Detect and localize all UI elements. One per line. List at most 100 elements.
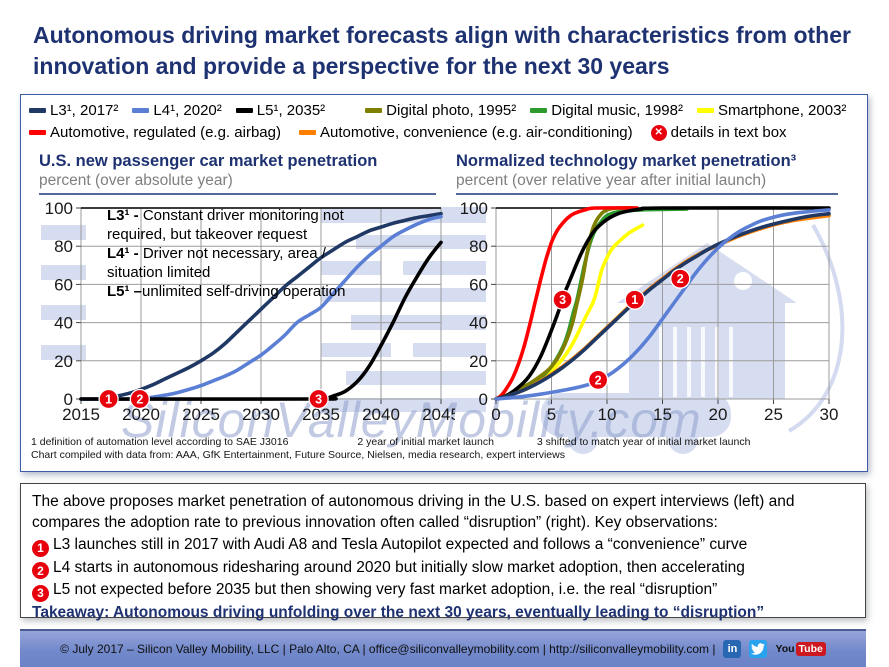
right-chart-title: Normalized technology market penetration… (456, 152, 797, 170)
legend-item: L5¹, 2035² (235, 102, 326, 119)
svg-text:30: 30 (820, 405, 839, 424)
svg-text:10: 10 (598, 405, 617, 424)
svg-text:100: 100 (45, 199, 73, 218)
x-circle-icon: ✕ (650, 124, 667, 141)
legend-swatch (132, 108, 150, 113)
svg-text:1: 1 (631, 293, 638, 307)
right-chart-subtitle: percent (over relative year after initia… (456, 171, 767, 189)
left-chart: 2015202020252030203520402045020406080100… (45, 199, 455, 424)
chart-panel: SiliconValleyMobility.com L3¹, 2017² L4¹,… (20, 94, 868, 472)
observation-text: L3 launches still in 2017 with Audi A8 a… (53, 535, 748, 553)
legend-item: L4¹, 2020² (132, 102, 222, 119)
annotation-text: Constant driver monitoring not required,… (107, 207, 344, 243)
svg-text:0: 0 (479, 390, 488, 409)
legend-swatch (696, 108, 714, 113)
legend-swatch (235, 108, 253, 113)
svg-text:5: 5 (547, 405, 556, 424)
left-chart-header: U.S. new passenger car market penetratio… (39, 152, 436, 196)
footnote-3: 3 shifted to match year of initial marke… (536, 436, 751, 448)
number-badge: 2 (32, 562, 49, 580)
svg-text:0: 0 (491, 405, 500, 424)
number-badge: 1 (32, 539, 49, 557)
svg-text:40: 40 (469, 314, 488, 333)
svg-text:2: 2 (677, 272, 684, 286)
observations-items: 1 L3 launches still in 2017 with Audi A8 … (32, 534, 854, 603)
number-badge: 3 (32, 585, 49, 603)
observation-text: L4 starts in autonomous ridesharing arou… (53, 558, 745, 576)
legend-label: Automotive, convenience (e.g. air-condit… (319, 124, 633, 141)
legend-swatch (29, 108, 46, 113)
observations-intro: The above proposes market penetration of… (32, 493, 795, 532)
right-chart: 0 5 10 15 20 25 30 0 20 40 60 80 100 3 1 2 2 (461, 199, 839, 424)
annotation-lead: L3¹ - (107, 207, 143, 224)
legend-label: L3¹, 2017² (50, 102, 119, 119)
svg-text:1: 1 (105, 393, 112, 407)
annotation-line: L4¹ - Driver not necessary, area / situa… (107, 245, 365, 283)
legend-item: ✕ details in text box (650, 124, 787, 141)
annotation-text: unlimited self-driving operation (142, 282, 346, 300)
svg-text:2: 2 (595, 373, 602, 387)
legend-row-1: L3¹, 2017² L4¹, 2020² L5¹, 2035² Digital ph… (29, 102, 846, 119)
watermark-text: SiliconValleyMobility.com (121, 392, 702, 448)
page-title: Autonomous driving market forecasts alig… (33, 22, 851, 79)
footnote-sources: Chart compiled with data from: AAA, GfK … (31, 449, 565, 461)
annotation-line: L3¹ - Constant driver monitoring not req… (107, 207, 365, 245)
svg-text:40: 40 (54, 314, 73, 333)
footer-copyright: © July 2017 – Silicon Valley Mobility, L… (60, 642, 716, 656)
youtube-tube-label: Tube (795, 642, 826, 656)
svg-text:15: 15 (653, 405, 672, 424)
right-chart-header: Normalized technology market penetration… (456, 152, 838, 196)
annotation-line: L5¹ –unlimited self-driving operation (107, 283, 365, 302)
legend-label: Digital photo, 1995² (386, 102, 517, 119)
twitter-icon[interactable] (749, 640, 768, 658)
legend-swatch (29, 130, 46, 135)
footnote-line-1: 1 definition of automation level accordi… (31, 436, 750, 449)
svg-text:2015: 2015 (62, 405, 100, 424)
footnote-1: 1 definition of automation level accordi… (31, 436, 289, 448)
legend-item: Automotive, regulated (e.g. airbag) (29, 124, 281, 141)
legend-swatch (365, 108, 383, 113)
youtube-you-label: You (775, 643, 795, 655)
legend-label: L4¹, 2020² (153, 102, 222, 119)
annotation-lead: L4¹ - (107, 244, 143, 262)
svg-text:3: 3 (559, 293, 566, 307)
svg-text:20: 20 (54, 352, 73, 371)
svg-text:80: 80 (469, 237, 488, 256)
svg-text:80: 80 (54, 237, 73, 256)
twitter-bird-icon (751, 643, 766, 655)
left-chart-title: U.S. new passenger car market penetratio… (39, 152, 378, 170)
observations-box: The above proposes market penetration of… (20, 483, 866, 621)
svg-text:20: 20 (469, 352, 488, 371)
legend-label: Automotive, regulated (e.g. airbag) (50, 124, 281, 141)
annotation-lead: L5¹ – (107, 282, 143, 300)
svg-text:2035: 2035 (302, 405, 340, 424)
legend-swatch (530, 108, 548, 113)
svg-text:2025: 2025 (182, 405, 220, 424)
legend-item: Digital photo, 1995² (365, 102, 516, 119)
left-chart-subtitle: percent (over absolute year) (39, 171, 233, 189)
legend-swatch (298, 130, 316, 135)
svg-text:2040: 2040 (362, 405, 400, 424)
annotation-text: Driver not necessary, area / situation l… (107, 244, 326, 281)
svg-text:0: 0 (64, 390, 73, 409)
footnote-2: 2 year of initial market launch (357, 436, 494, 448)
svg-text:20: 20 (709, 405, 728, 424)
svg-text:25: 25 (764, 405, 783, 424)
legend-label: Digital music, 1998² (551, 102, 683, 119)
observation-item: 2 L4 starts in autonomous ridesharing aro… (32, 557, 854, 580)
observation-item: 1 L3 launches still in 2017 with Audi A8 … (32, 534, 854, 557)
legend-row-2: Automotive, regulated (e.g. airbag) Autom… (29, 124, 787, 141)
svg-text:60: 60 (469, 275, 488, 294)
svg-text:60: 60 (54, 275, 73, 294)
observation-text: L5 not expected before 2035 but then sho… (53, 581, 718, 599)
linkedin-icon[interactable]: in (723, 640, 742, 658)
legend-label: L5¹, 2035² (256, 102, 326, 119)
legend-item: Digital music, 1998² (530, 102, 683, 119)
legend-item: Smartphone, 2003² (696, 102, 847, 119)
legend-label: Smartphone, 2003² (717, 102, 847, 119)
svg-text:100: 100 (461, 199, 488, 218)
chart-annotation: L3¹ - Constant driver monitoring not req… (107, 207, 365, 301)
svg-text:2020: 2020 (122, 405, 160, 424)
svg-text:2045: 2045 (422, 405, 455, 424)
youtube-icon[interactable]: You Tube (775, 642, 826, 656)
